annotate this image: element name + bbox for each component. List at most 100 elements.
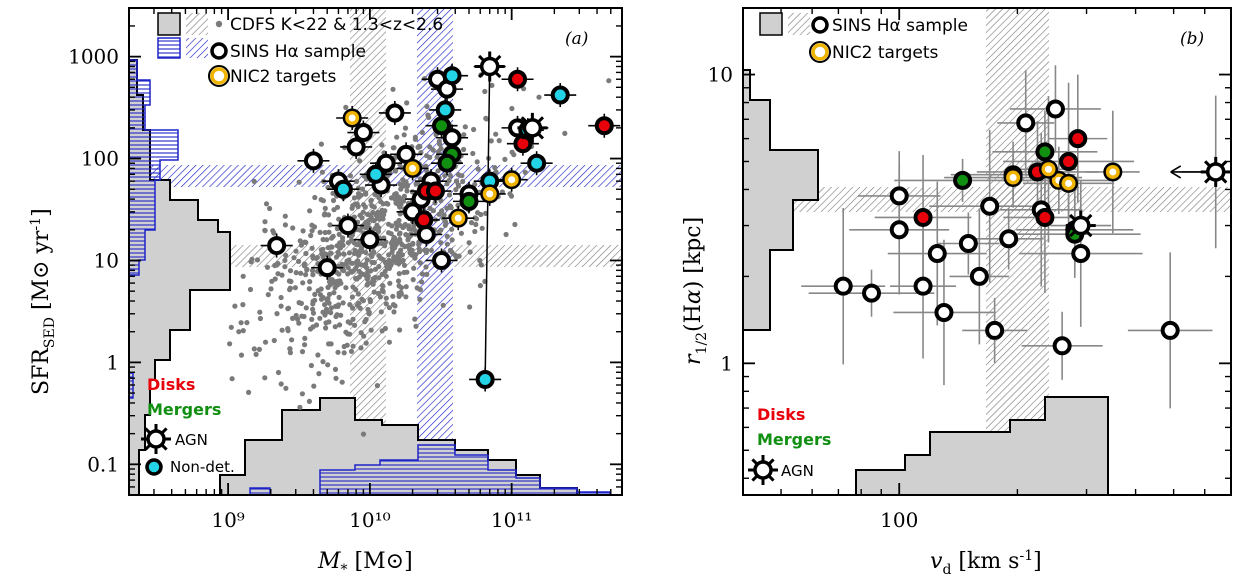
cdfs-point: [318, 141, 324, 147]
cdfs-point: [447, 172, 453, 179]
cdfs-point: [404, 269, 410, 275]
cdfs-point: [240, 302, 246, 308]
cdfs-point: [356, 268, 362, 274]
cdfs-point: [317, 229, 323, 235]
cdfs-point: [403, 232, 409, 238]
cdfs-point: [343, 329, 349, 335]
cdfs-point: [238, 352, 245, 358]
cdfs-point: [306, 286, 312, 292]
cdfs-point: [269, 278, 275, 284]
cdfs-point: [279, 272, 285, 278]
cdfs-point: [396, 259, 402, 266]
key-mergers-a: Mergers: [147, 400, 221, 419]
cdfs-point: [282, 264, 288, 270]
cdfs-point: [325, 245, 331, 251]
cdfs-point: [368, 198, 374, 204]
cdfs-point: [386, 252, 392, 258]
cdfs-point: [322, 312, 328, 318]
cdfs-point: [317, 315, 323, 321]
cdfs-point: [474, 159, 480, 165]
cdfs-point: [380, 216, 386, 222]
cdfs-point: [411, 227, 417, 233]
cdfs-point: [418, 279, 425, 285]
sins-marker: [833, 276, 853, 296]
disk-marker: [1068, 129, 1088, 149]
cdfs-point: [265, 292, 271, 298]
cdfs-point: [399, 241, 405, 248]
cdfs-point: [508, 193, 515, 199]
legend-a: CDFS K<22 & 1.3<z<2.6 SINS Hα sample NIC…: [157, 12, 443, 87]
cdfs-point: [345, 265, 351, 271]
cdfs-point: [298, 242, 304, 248]
cdfs-point: [400, 257, 406, 264]
cdfs-point: [403, 284, 409, 290]
cdfs-point: [337, 322, 343, 328]
cdfs-point: [275, 271, 281, 277]
cdfs-point: [383, 301, 389, 307]
cdfs-point: [471, 126, 477, 133]
cdfs-point: [467, 249, 473, 255]
agn-symbol-b: [748, 455, 778, 485]
cdfs-point: [303, 272, 309, 278]
cdfs-point: [328, 250, 334, 256]
legend-sins-b: SINS Hα sample: [832, 16, 968, 36]
sins-marker: [1052, 336, 1072, 356]
cdfs-point: [229, 376, 235, 382]
cdfs-point: [438, 240, 444, 246]
nic2-core: [454, 214, 462, 222]
cdfs-point: [374, 383, 380, 389]
cdfs-point: [319, 169, 325, 175]
cdfs-point: [315, 288, 321, 294]
markers-a: [260, 51, 621, 392]
key-agn-b: AGN: [781, 462, 814, 480]
cdfs-point: [424, 247, 430, 253]
cdfs-point: [300, 228, 306, 234]
sins-marker: [980, 196, 1000, 216]
cdfs-point: [236, 329, 242, 335]
cdfs-point: [512, 221, 518, 228]
cdfs-point: [424, 103, 430, 109]
agn-symbol-a: [141, 424, 171, 454]
hist-left-b: [743, 69, 819, 331]
merger-marker: [953, 170, 973, 190]
cdfs-point: [503, 231, 509, 238]
cdfs-point: [303, 305, 309, 311]
cdfs-point: [334, 204, 341, 210]
panel-a: 10⁹ 10¹⁰ 10¹¹ 0.1 1 10 100 1000 (a) CDFS K<22 &…: [28, 7, 623, 578]
cdfs-point: [489, 82, 495, 88]
cdfs-point: [293, 248, 299, 254]
agn-marker: [522, 118, 543, 138]
cdfs-point: [439, 208, 445, 214]
panel-b: 100 1 10 (b) SINS Hα sample NIC2 targets D…: [681, 7, 1232, 578]
cdfs-point: [273, 262, 279, 268]
disk-marker: [594, 116, 614, 136]
cdfs-point: [414, 285, 420, 291]
sins-marker: [969, 266, 989, 286]
cdfs-point: [502, 156, 508, 162]
cdfs-point: [312, 194, 318, 201]
cdfs-point: [379, 207, 385, 213]
cdfs-point: [438, 146, 444, 152]
cdfs-point: [253, 351, 259, 357]
cdfs-point: [283, 385, 289, 391]
cdfs-point: [371, 260, 377, 266]
cdfs-point: [367, 297, 373, 303]
cdfs-point: [289, 337, 295, 343]
cdfs-point: [391, 309, 397, 315]
cdfs-point: [369, 280, 375, 286]
cdfs-point: [401, 262, 408, 268]
cdfs-point: [390, 145, 396, 151]
cdfs-point: [300, 280, 306, 286]
cdfs-point: [397, 181, 403, 187]
cdfs-point: [315, 352, 321, 358]
cdfs-point: [268, 286, 274, 292]
cdfs-point: [380, 256, 386, 262]
cdfs-point: [309, 228, 315, 234]
cdfs-point: [392, 196, 398, 202]
cdfs-point: [479, 225, 485, 231]
cdfs-point: [371, 204, 377, 210]
cdfs-point: [247, 286, 254, 293]
cdfs-point: [325, 296, 331, 302]
cdfs-point: [346, 250, 353, 256]
cdfs-point: [322, 302, 328, 308]
